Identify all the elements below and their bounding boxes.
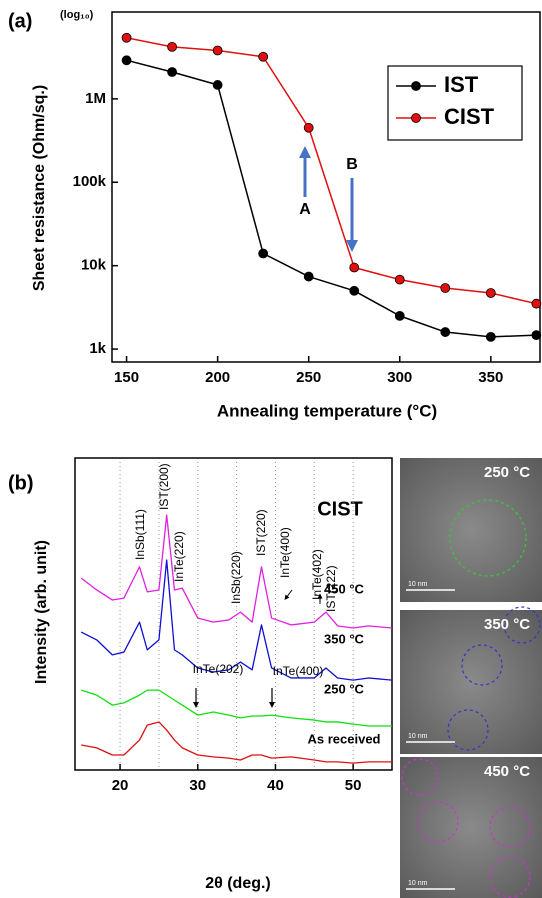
marker — [212, 80, 223, 90]
y-tick-label: 100k — [73, 173, 107, 190]
series-line — [81, 689, 392, 727]
region-marker — [401, 758, 439, 796]
region-marker — [417, 801, 459, 843]
marker — [258, 51, 269, 62]
x-tick-label: 200 — [205, 369, 230, 386]
tem-label: 250 °C — [484, 464, 530, 481]
series-line — [126, 59, 537, 338]
series-line — [126, 37, 537, 305]
series-label: 350 °C — [324, 631, 365, 646]
tem-label: 350 °C — [484, 616, 530, 633]
marker — [394, 310, 405, 321]
region-marker — [503, 606, 541, 644]
x-axis-title: Annealing temperature (°C) — [217, 401, 437, 420]
tem-image — [400, 458, 542, 602]
marker — [258, 248, 269, 259]
annotation: B — [346, 156, 358, 173]
y-axis-title: Intensity (arb. unit) — [33, 540, 50, 684]
peak-label: InTe(220) — [172, 531, 186, 582]
marker — [121, 32, 132, 43]
x-tick-label: 250 — [296, 369, 321, 386]
x-tick-label: 40 — [267, 777, 284, 794]
legend-marker — [411, 81, 421, 91]
marker — [121, 55, 132, 66]
series-line — [81, 721, 392, 764]
marker — [167, 41, 178, 52]
marker — [303, 271, 314, 282]
peak-label: InSb(111) — [133, 509, 147, 560]
marker — [440, 327, 451, 337]
marker — [303, 122, 314, 133]
marker — [349, 285, 360, 296]
x-tick-label: 300 — [387, 369, 412, 386]
scale-label: 10 nm — [408, 733, 428, 740]
marker — [531, 298, 542, 309]
series-label: As received — [308, 731, 381, 746]
peak-label: InTe(202) — [193, 662, 244, 676]
peak-label: IST(200) — [157, 463, 171, 510]
peak-label: IST(220) — [254, 509, 268, 556]
peak-label: InTe(402) — [310, 549, 324, 600]
tem-label: 450 °C — [484, 763, 530, 780]
peak-label: IST(222) — [324, 565, 338, 612]
y-tick-label: 1M — [85, 90, 106, 107]
peak-label: InSb(220) — [229, 551, 243, 604]
legend-marker — [411, 113, 421, 123]
scale-label: 10 nm — [408, 581, 428, 588]
marker — [440, 283, 451, 293]
arrow — [284, 589, 293, 600]
region-marker — [489, 806, 531, 848]
peak-label: InTe(400) — [278, 527, 292, 578]
x-tick-label: 30 — [189, 777, 206, 794]
plot-frame — [74, 457, 393, 771]
plot-frame — [111, 11, 541, 363]
series-line — [80, 559, 393, 681]
panel-label: (b) — [8, 472, 34, 494]
series-label: 250 °C — [324, 681, 365, 696]
peak-label: InTe(400) — [273, 664, 324, 678]
x-tick-label: 20 — [112, 777, 129, 794]
region-marker — [447, 709, 489, 751]
marker — [531, 330, 542, 341]
legend-label: CIST — [444, 104, 495, 129]
x-tick-label: 350 — [478, 369, 503, 386]
x-axis-title: 2θ (deg.) — [205, 875, 271, 892]
marker — [394, 274, 405, 285]
series-line — [80, 514, 393, 629]
y-tick-label: 10k — [81, 257, 107, 274]
chart-title: CIST — [317, 498, 363, 520]
panel-label: (a) — [8, 10, 32, 32]
marker — [349, 262, 360, 273]
scale-label: 10 nm — [408, 880, 428, 887]
x-tick-label: 150 — [114, 369, 139, 386]
legend-label: IST — [444, 72, 479, 97]
region-marker — [461, 644, 503, 686]
y-tick-label: 1k — [89, 340, 106, 357]
region-marker — [489, 856, 531, 898]
marker — [167, 67, 178, 77]
tem-image — [400, 757, 542, 898]
series-label: 450 °C — [324, 581, 365, 596]
y-axis-title: Sheet resistance (Ohm/sq.) — [31, 85, 48, 291]
marker — [485, 331, 496, 342]
marker — [212, 45, 223, 56]
y-scale-label: (log₁₀) — [60, 9, 94, 21]
legend-box — [387, 65, 523, 141]
marker — [485, 288, 496, 298]
annotation: A — [299, 201, 311, 218]
x-tick-label: 50 — [345, 777, 362, 794]
region-marker — [449, 499, 527, 577]
